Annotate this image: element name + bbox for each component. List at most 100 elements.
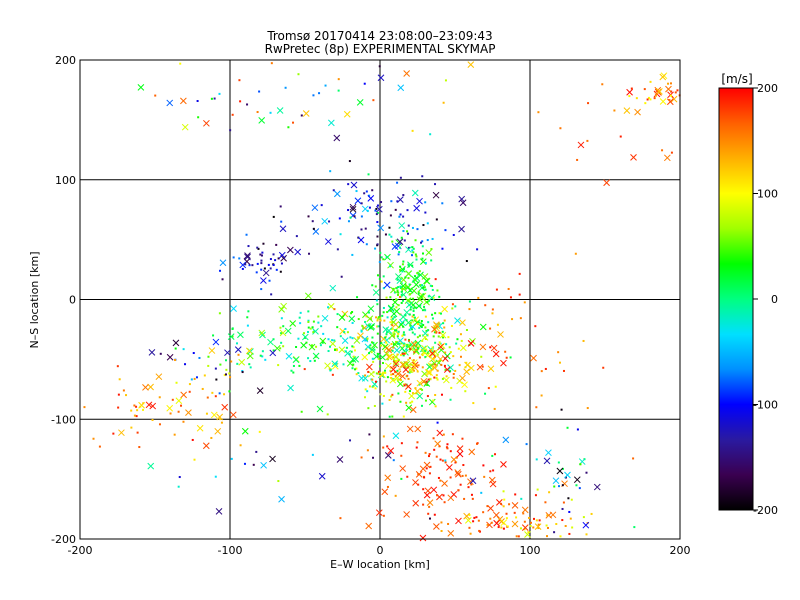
dot-point — [397, 286, 400, 289]
dot-point — [418, 383, 421, 386]
dot-point — [374, 380, 377, 383]
dot-point — [537, 523, 540, 526]
dot-point — [424, 399, 427, 402]
dot-point — [230, 457, 233, 460]
cross-point — [260, 461, 267, 469]
cross-point — [246, 352, 254, 360]
dot-point — [421, 309, 424, 312]
dot-point — [133, 404, 136, 407]
dot-point — [360, 228, 363, 231]
dot-point — [404, 276, 407, 279]
dot-point — [417, 483, 420, 486]
cross-point — [301, 333, 309, 341]
cross-point — [278, 495, 285, 503]
dot-point — [231, 113, 234, 116]
dot-point — [352, 363, 355, 366]
dot-point — [429, 284, 432, 287]
dot-point — [519, 527, 522, 530]
cross-point — [454, 470, 462, 478]
dot-point — [373, 348, 376, 351]
dot-point — [396, 289, 399, 292]
dot-point — [395, 359, 398, 362]
dot-point — [427, 512, 430, 515]
cross-point — [138, 401, 145, 409]
dot-point — [412, 251, 415, 254]
dot-point — [390, 349, 393, 352]
cross-point — [361, 335, 369, 343]
cross-point — [573, 476, 581, 484]
cross-point — [391, 340, 399, 348]
dot-point — [365, 315, 368, 318]
dot-point — [379, 316, 382, 319]
dot-point — [272, 349, 275, 352]
dot-point — [261, 355, 264, 358]
cross-point — [497, 331, 504, 338]
dot-point — [385, 341, 388, 344]
cross-point — [379, 353, 386, 361]
dot-point — [371, 336, 374, 339]
cross-point — [399, 465, 407, 472]
dot-point — [427, 329, 430, 332]
dot-point — [451, 303, 454, 306]
cross-point — [185, 409, 192, 416]
dot-point — [192, 352, 195, 355]
dot-point — [393, 333, 396, 336]
dot-point — [396, 353, 399, 356]
dot-point — [171, 398, 174, 401]
dot-point — [260, 254, 263, 257]
dot-point — [484, 392, 487, 395]
cross-point — [375, 205, 383, 213]
dot-point — [546, 526, 549, 529]
dot-point — [117, 393, 120, 396]
dot-point — [528, 516, 531, 519]
dot-point — [643, 88, 646, 91]
dot-point — [218, 92, 221, 95]
dot-point — [402, 415, 405, 418]
dot-point — [441, 459, 444, 462]
dot-point — [409, 321, 412, 324]
dot-point — [182, 348, 185, 351]
dot-point — [578, 487, 581, 490]
dot-point — [374, 387, 377, 390]
dot-point — [435, 377, 438, 380]
cross-point — [149, 402, 157, 410]
dot-point — [219, 363, 222, 366]
dot-point — [472, 402, 475, 405]
dot-point — [364, 339, 367, 342]
dot-point — [270, 293, 273, 296]
dot-point — [403, 383, 406, 386]
dot-point — [570, 498, 573, 501]
dot-point — [449, 370, 452, 373]
dot-point — [206, 396, 209, 399]
dot-point — [376, 325, 379, 328]
cross-point — [349, 205, 357, 213]
dot-point — [412, 359, 415, 362]
cross-point — [459, 319, 466, 326]
dot-point — [348, 353, 351, 356]
colorbar — [718, 87, 754, 511]
dot-point — [295, 235, 298, 238]
dot-point — [502, 505, 505, 508]
cross-point — [421, 273, 429, 280]
dot-point — [534, 494, 537, 497]
dot-point — [332, 189, 335, 192]
dot-point — [98, 445, 101, 448]
dot-point — [360, 329, 363, 332]
cross-point — [375, 509, 383, 517]
dot-point — [425, 467, 428, 470]
dot-point — [188, 383, 191, 386]
dot-point — [433, 376, 436, 379]
dot-point — [335, 362, 338, 365]
dot-point — [465, 329, 468, 332]
dot-point — [367, 370, 370, 373]
dot-point — [391, 321, 394, 324]
dot-point — [379, 393, 382, 396]
dot-point — [429, 348, 432, 351]
dot-point — [188, 390, 191, 393]
cross-point — [399, 313, 407, 321]
cross-point — [349, 356, 357, 363]
cross-point — [400, 291, 407, 299]
cross-point — [511, 502, 519, 509]
dot-point — [267, 263, 270, 266]
cross-point — [321, 217, 329, 225]
